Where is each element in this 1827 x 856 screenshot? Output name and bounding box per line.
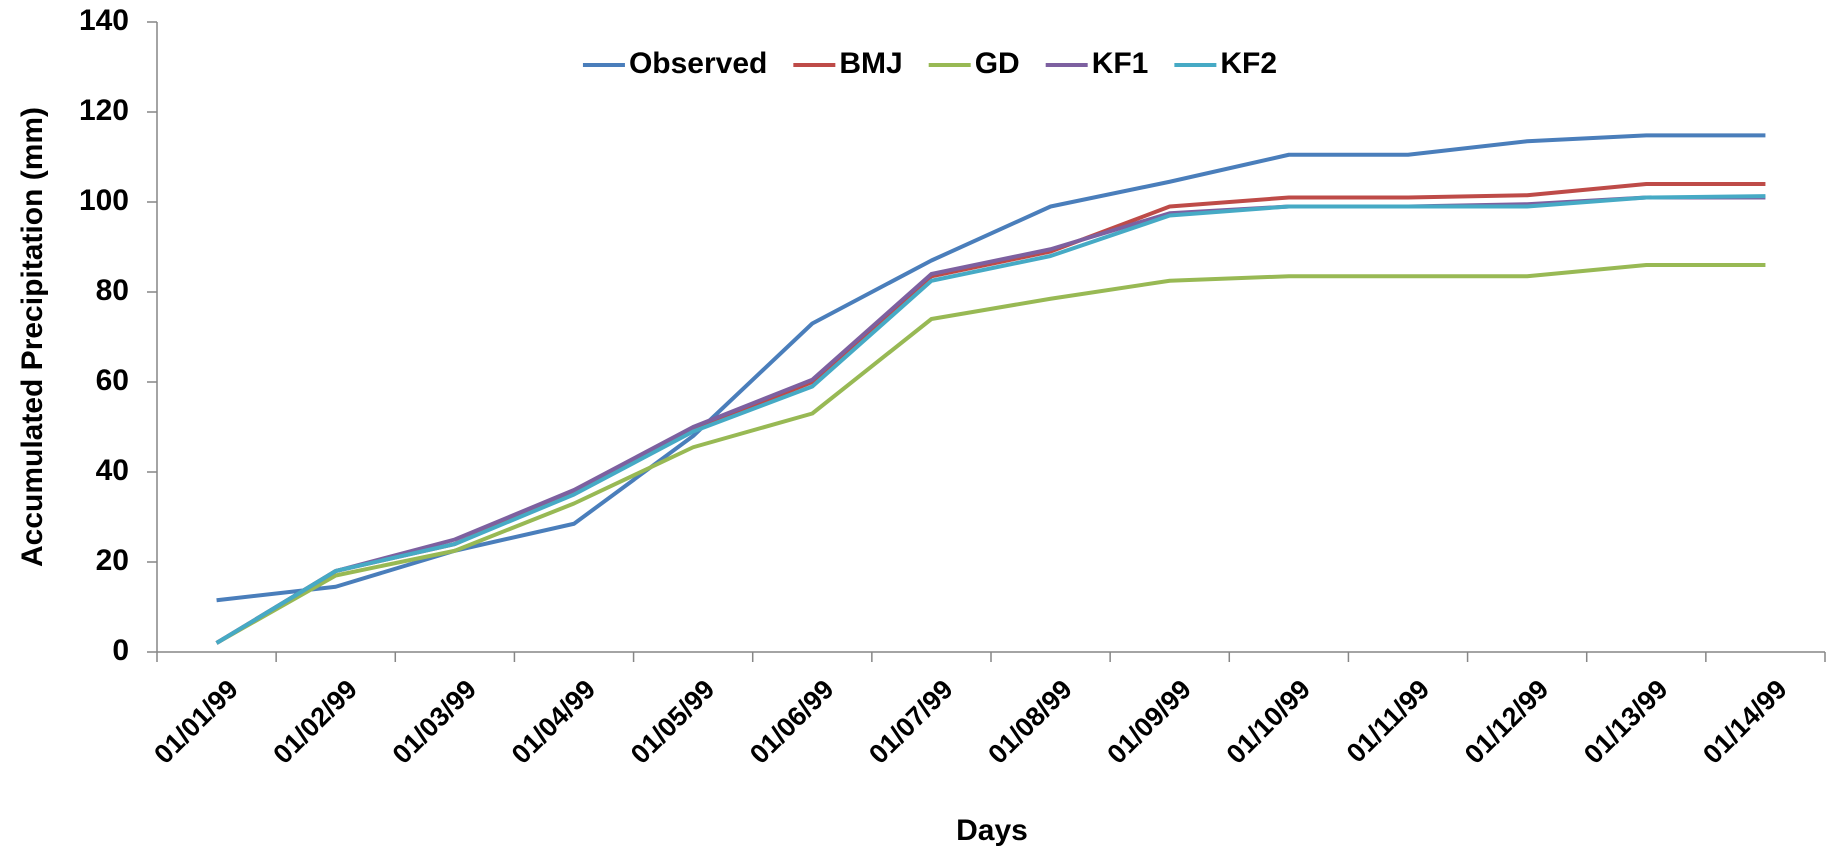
y-tick-label: 60	[96, 364, 129, 397]
y-tick-label: 140	[79, 4, 129, 37]
x-axis-title: Days	[956, 814, 1028, 847]
y-tick-label: 120	[79, 94, 129, 127]
y-tick-label: 80	[96, 274, 129, 307]
x-tick-label: 01/09/99	[1101, 674, 1197, 770]
legend-label: GD	[975, 47, 1020, 80]
y-tick-label: 40	[96, 454, 129, 487]
x-tick-label: 01/13/99	[1578, 674, 1674, 770]
x-tick-label: 01/01/99	[148, 674, 244, 770]
y-tick-label: 100	[79, 184, 129, 217]
x-tick-label: 01/05/99	[625, 674, 721, 770]
y-tick-label: 0	[112, 634, 129, 667]
x-tick-label: 01/03/99	[387, 674, 483, 770]
x-tick-label: 01/11/99	[1341, 674, 1435, 768]
legend-item: Observed	[582, 47, 767, 80]
legend-item: KF1	[1045, 47, 1149, 80]
legend-label: KF1	[1092, 47, 1149, 80]
series-line	[215, 182, 1766, 645]
series-line	[215, 194, 1766, 645]
x-tick-label: 01/06/99	[744, 674, 840, 770]
legend-item: BMJ	[793, 47, 903, 80]
x-tick-label: 01/12/99	[1459, 674, 1555, 770]
legend-label: Observed	[629, 47, 767, 80]
x-tick-label: 01/04/99	[506, 674, 602, 770]
series-line	[216, 133, 1766, 603]
legend-label: KF2	[1220, 47, 1277, 80]
x-tick-label: 01/14/99	[1697, 674, 1793, 770]
x-tick-label: 01/07/99	[863, 674, 959, 770]
x-tick-label: 01/10/99	[1221, 674, 1317, 770]
legend-item: GD	[928, 47, 1020, 80]
y-axis-title: Accumulated Precipitation (mm)	[16, 107, 49, 567]
legend-label: BMJ	[839, 47, 902, 80]
y-tick-label: 20	[96, 544, 129, 577]
series-line	[215, 263, 1766, 645]
x-tick-label: 01/02/99	[267, 674, 363, 770]
legend-item: KF2	[1174, 47, 1277, 80]
x-tick-label: 01/08/99	[982, 674, 1078, 770]
